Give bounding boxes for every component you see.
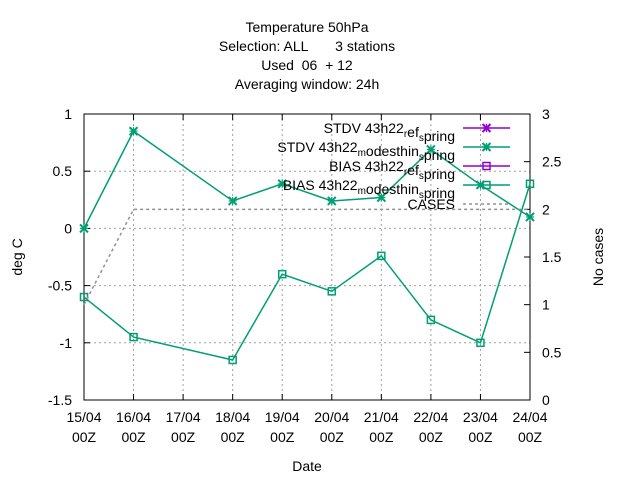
x-tick-sublabel: 00Z [171,429,196,445]
y2-axis-label: No cases [590,228,606,286]
data-point-3 [426,315,436,325]
y-tick-label: -1.5 [48,392,72,408]
y-tick-label: 1 [64,106,72,122]
x-tick-sublabel: 00Z [320,429,345,445]
series-line-4 [83,208,530,306]
data-point-3 [476,338,485,348]
x-tick-label: 22/04 [413,409,448,425]
x-tick-sublabel: 00Z [518,429,543,445]
legend-marker [482,161,491,171]
series-line-3 [83,183,531,361]
data-point-1 [426,144,436,155]
x-tick-label: 23/04 [463,409,498,425]
series-layer [79,126,535,365]
data-point-3 [228,355,237,365]
grid [84,114,530,400]
legend-label: STDV 43h22refspring [324,120,455,144]
data-point-3 [277,269,287,279]
x-tick-sublabel: 00Z [121,429,146,445]
data-point-1 [327,196,337,206]
x-axis-label: Date [292,458,322,474]
data-point-1 [277,179,287,189]
y-tick-label: -1 [60,335,73,351]
data-point-1 [128,126,139,136]
data-point-3 [129,332,138,342]
y2-tick-label: 3 [542,106,550,122]
x-tick-label: 19/04 [265,409,300,425]
data-point-1 [79,223,89,234]
title-line-2: Selection: ALL 3 stations [219,38,395,54]
x-tick-label: 20/04 [314,409,349,425]
x-tick-sublabel: 00Z [369,429,394,445]
legend-marker [481,142,492,152]
data-point-1 [525,212,535,222]
legend-label: CASES [408,196,455,212]
y-axis: -1.5 -1 -0.5 0 0.5 1 [48,106,90,408]
x-tick-sublabel: 00Z [270,429,295,445]
chart-title: Temperature 50hPa Selection: ALL 3 stati… [219,19,395,92]
x-tick-label: 15/04 [66,409,101,425]
title-line-4: Averaging window: 24h [235,76,380,92]
x-tick-label: 17/04 [166,409,201,425]
x-tick-label: 16/04 [116,409,151,425]
y2-tick-label: 1.5 [542,249,562,265]
y-tick-label: 0.5 [53,163,73,179]
x-tick-sublabel: 00Z [419,429,444,445]
data-point-1 [376,192,387,203]
data-point-1 [227,196,238,206]
y2-tick-label: 0.5 [542,344,562,360]
x-tick-sublabel: 00Z [72,429,97,445]
x-tick-label: 24/04 [512,409,547,425]
x-tick-sublabel: 00Z [221,429,246,445]
title-line-3: Used 06 + 12 [261,57,353,73]
legend-label: BIAS 43h22refspring [329,158,455,182]
data-point-3 [525,179,535,189]
legend-marker [482,180,491,190]
y2-tick-label: 2 [542,201,550,217]
y2-tick-label: 0 [542,392,550,408]
y2-tick-label: 2.5 [542,154,562,170]
data-point-3 [327,287,337,296]
x-axis: 15/04 00Z 16/04 00Z 17/04 00Z 18/04 00Z 19/04 00Z… [66,114,548,445]
y-tick-label: 0 [64,220,72,236]
legend-marker [481,123,492,133]
plot-frame [83,113,531,401]
data-point-3 [377,251,386,261]
title-line-1: Temperature 50hPa [246,19,369,35]
legend-label: BIAS 43h22modesthinspring [283,177,455,201]
x-tick-label: 21/04 [364,409,399,425]
y2-tick-label: 1 [542,297,550,313]
legend-label: STDV 43h22modesthinspring [277,139,455,163]
x-tick-sublabel: 00Z [468,429,493,445]
x-tick-label: 18/04 [215,409,250,425]
y-tick-label: -0.5 [48,278,72,294]
y-axis-label: deg C [9,238,25,275]
